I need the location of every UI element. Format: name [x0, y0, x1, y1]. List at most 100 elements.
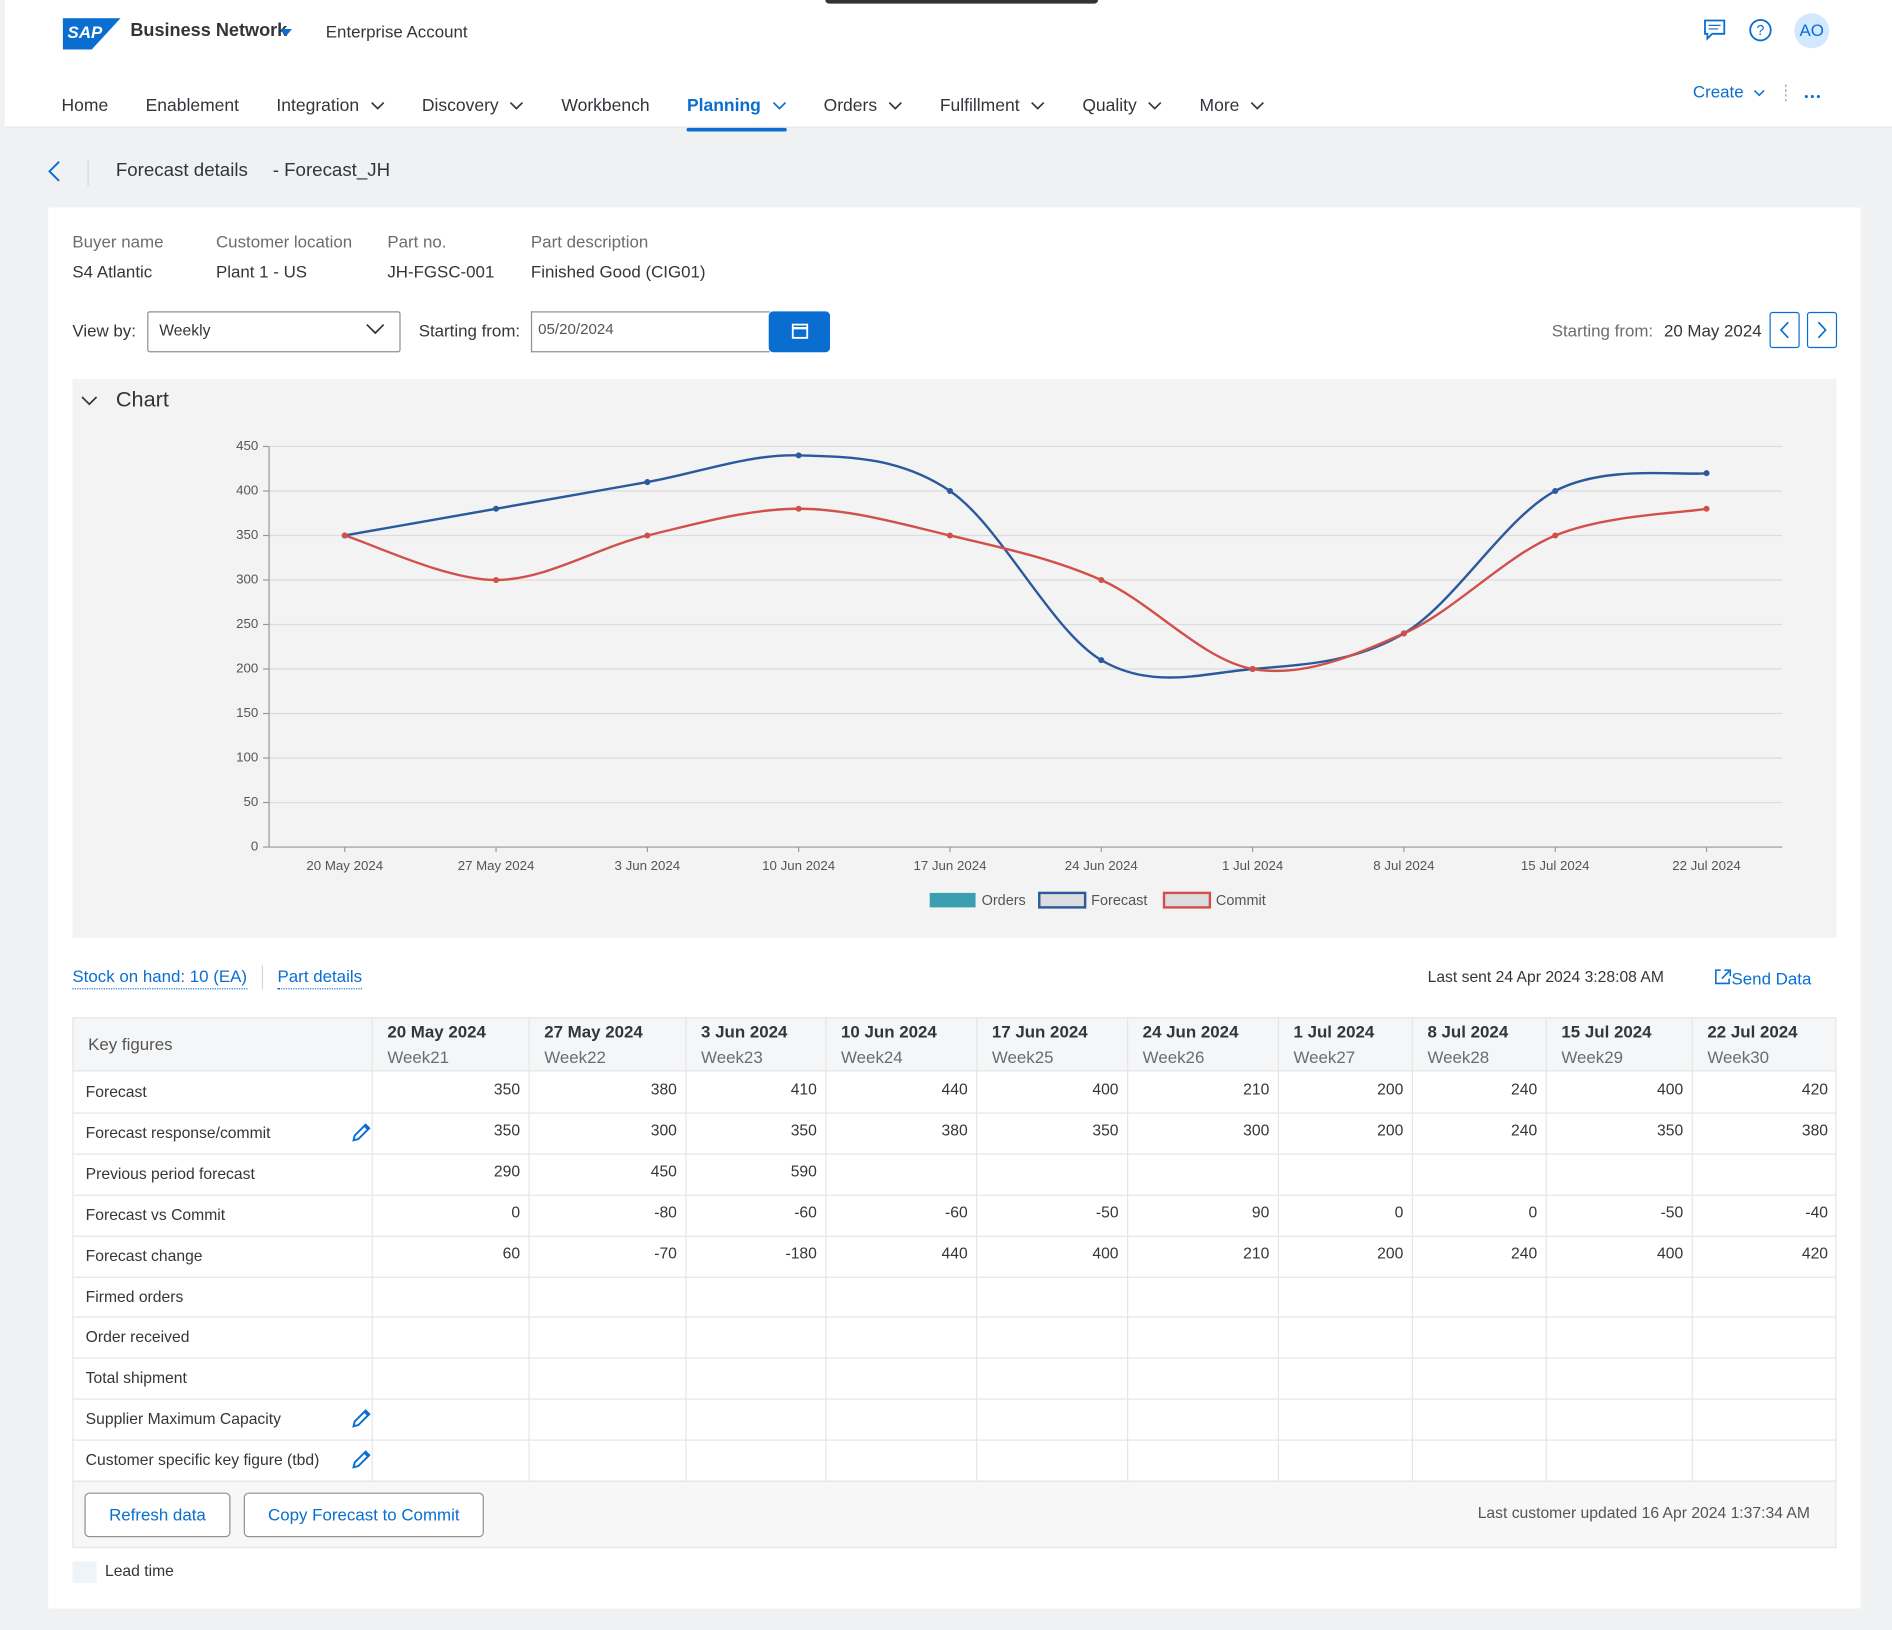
back-button[interactable]: [46, 159, 94, 186]
send-data[interactable]: Send Data: [1731, 968, 1812, 989]
cell: 350: [790, 1120, 817, 1139]
refresh-button[interactable]: Refresh data: [84, 1492, 231, 1538]
cell: 400: [1657, 1079, 1684, 1099]
point: [1400, 630, 1407, 637]
part-link[interactable]: Part details: [277, 965, 363, 990]
nav-label: Workbench: [561, 96, 650, 116]
nav-chevron: [772, 101, 786, 110]
column-divider: [1126, 1017, 1129, 1481]
column-divider: [976, 1017, 978, 1481]
x-tick-label: 27 May 2024: [458, 858, 535, 873]
row-label: Total shipment: [85, 1368, 187, 1387]
send-icon: [1715, 969, 1732, 985]
nav-item[interactable]: Workbench: [561, 84, 649, 127]
y-tick-label: 100: [236, 750, 258, 765]
column-divider: [1277, 1017, 1280, 1481]
shell-bar: [4, 0, 1892, 128]
column-divider: [1545, 1017, 1547, 1481]
row-divider: [72, 1316, 1837, 1319]
account[interactable]: Enterprise Account: [325, 21, 468, 42]
cell: 0: [1394, 1202, 1404, 1221]
cell: 200: [1377, 1243, 1404, 1262]
avatar[interactable]: AO: [1794, 13, 1830, 49]
cell: 400: [1092, 1243, 1119, 1262]
nav-item[interactable]: Integration: [276, 84, 384, 127]
active-indicator: [686, 127, 787, 132]
cell: 420: [1801, 1243, 1829, 1262]
product-name[interactable]: Business Network: [130, 20, 288, 42]
cell: 0: [1528, 1202, 1538, 1221]
cell: 350: [493, 1120, 521, 1139]
edit-icon[interactable]: [351, 1448, 373, 1470]
cell: 350: [1657, 1120, 1684, 1139]
point: [493, 576, 500, 584]
create-button[interactable]: Create: [1692, 82, 1744, 102]
row-divider: [72, 1480, 1837, 1482]
nav-item[interactable]: Home: [62, 84, 109, 127]
edit-icon[interactable]: [351, 1407, 373, 1429]
range-nav[interactable]: [1769, 311, 1839, 349]
cell: 400: [1657, 1243, 1684, 1262]
point: [1703, 505, 1710, 512]
chat-icon[interactable]: [1701, 17, 1728, 44]
point: [1249, 665, 1256, 673]
x-tick-label: 22 Jul 2024: [1672, 858, 1741, 873]
notch: [825, 0, 1099, 4]
point: [795, 452, 802, 459]
nav-item[interactable]: Orders: [824, 84, 903, 127]
y-tick-label: 400: [236, 482, 258, 497]
legend-swatch: [1162, 891, 1212, 909]
cell: 440: [941, 1079, 968, 1099]
nav-item[interactable]: Planning: [686, 84, 787, 132]
row-divider: [72, 1153, 1837, 1155]
x-tick-label: 8 Jul 2024: [1373, 858, 1434, 873]
help-icon[interactable]: ?: [1747, 17, 1774, 44]
collapse-icon[interactable]: [80, 393, 99, 407]
nav-item[interactable]: Quality: [1082, 84, 1162, 127]
x-tick-label: 1 Jul 2024: [1222, 858, 1283, 873]
nav-item[interactable]: Enablement: [146, 84, 239, 127]
x-tick-label: 17 Jun 2024: [913, 858, 986, 873]
row-label: Order received: [85, 1327, 190, 1346]
chart-panel: [72, 378, 1837, 938]
logo-text: SAP: [68, 23, 103, 42]
page-subtitle: - Forecast_JH: [272, 160, 391, 181]
field-value: Plant 1 - US: [215, 261, 308, 282]
cell: -40: [1805, 1202, 1829, 1221]
column-week: Week21: [387, 1047, 449, 1067]
point: [795, 505, 802, 512]
view-by-select[interactable]: [147, 311, 401, 353]
cell: -80: [654, 1202, 677, 1221]
column-divider: [528, 1017, 530, 1481]
nav-item[interactable]: Discovery: [422, 84, 524, 127]
nav-item[interactable]: Fulfillment: [940, 84, 1045, 127]
legend-label: Orders: [982, 893, 1026, 909]
row-label: Supplier Maximum Capacity: [85, 1409, 281, 1428]
cell: 420: [1801, 1079, 1829, 1099]
y-tick-label: 250: [236, 616, 258, 631]
cell: 240: [1511, 1243, 1538, 1262]
field-value: Finished Good (CIG01): [530, 261, 706, 282]
logo[interactable]: SAP: [62, 18, 121, 50]
column-date: 8 Jul 2024: [1427, 1022, 1509, 1042]
column-date: 20 May 2024: [387, 1022, 486, 1042]
lead-time-label: Lead time: [104, 1561, 174, 1580]
legend-swatch: [1038, 891, 1087, 909]
stock-link[interactable]: Stock on hand: 10 (EA): [72, 965, 248, 990]
x-tick-label: 10 Jun 2024: [762, 858, 835, 873]
y-tick-label: 50: [243, 794, 258, 809]
nav-item[interactable]: More: [1200, 84, 1265, 127]
nav-chevron: [510, 101, 524, 110]
series-line: [344, 507, 1707, 673]
cell: 240: [1511, 1079, 1538, 1099]
nav-chevron: [1031, 101, 1045, 110]
create-tools: [1753, 84, 1820, 104]
column-week: Week26: [1142, 1047, 1205, 1067]
calendar-button[interactable]: [768, 311, 831, 353]
copy-button[interactable]: Copy Forecast to Commit: [243, 1492, 484, 1538]
column-divider: [371, 1017, 373, 1481]
edit-icon[interactable]: [351, 1121, 373, 1143]
column-week: Week30: [1707, 1047, 1770, 1067]
date-input[interactable]: [530, 311, 770, 353]
cell: -60: [794, 1202, 817, 1221]
